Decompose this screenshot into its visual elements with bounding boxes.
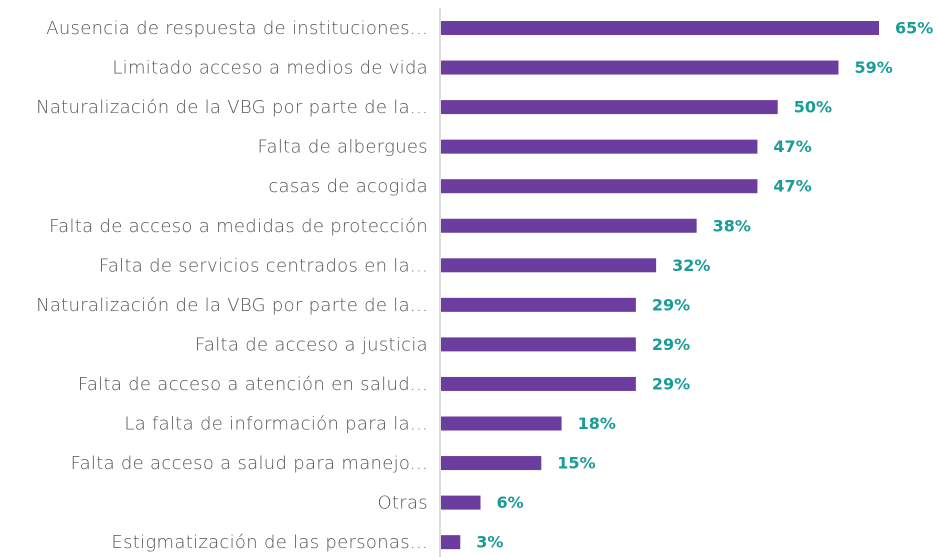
- category-label: Naturalización de la VBG por parte de la…: [36, 295, 428, 316]
- bar: [441, 337, 636, 352]
- category-label: Falta de acceso a medidas de protección: [49, 216, 428, 237]
- value-label: 47%: [773, 137, 811, 156]
- category-label: Naturalización de la VBG por parte de la…: [36, 97, 428, 118]
- value-label: 29%: [652, 374, 690, 393]
- category-label: Estigmatización de las personas...: [111, 532, 428, 553]
- category-label: casas de acogida: [268, 176, 428, 197]
- value-label: 29%: [652, 295, 690, 314]
- bar: [441, 179, 758, 194]
- category-label: Falta de acceso a atención en salud...: [78, 374, 428, 395]
- category-label: La falta de información para la...: [124, 414, 428, 435]
- value-label: 59%: [854, 58, 892, 77]
- bar: [441, 218, 697, 233]
- bar: [441, 416, 562, 431]
- value-label: 3%: [476, 533, 503, 552]
- bar: [441, 376, 636, 391]
- bar: [441, 100, 778, 115]
- category-label: Falta de servicios centrados en la...: [99, 255, 428, 276]
- bar: [441, 456, 542, 471]
- bar: [441, 60, 839, 75]
- bar: [441, 21, 879, 35]
- category-label: Falta de albergues: [258, 137, 428, 158]
- bar: [441, 139, 758, 154]
- value-label: 29%: [652, 335, 690, 354]
- category-label: Otras: [377, 493, 428, 514]
- bar: [441, 297, 636, 312]
- category-label: Falta de acceso a salud para manejo...: [71, 453, 428, 474]
- value-label: 15%: [557, 454, 595, 473]
- value-label: 65%: [895, 19, 933, 38]
- value-label: 6%: [497, 493, 524, 512]
- value-label: 47%: [773, 177, 811, 196]
- value-label: 32%: [672, 256, 710, 275]
- bar: [441, 495, 481, 510]
- bar: [441, 258, 657, 273]
- value-label: 18%: [578, 414, 616, 433]
- bar: [441, 535, 461, 550]
- category-label: Limitado acceso a medios de vida: [112, 58, 428, 79]
- value-label: 50%: [794, 98, 832, 117]
- category-label: Ausencia de respuesta de instituciones..…: [46, 18, 428, 39]
- value-label: 38%: [713, 216, 751, 235]
- category-label: Falta de acceso a justicia: [195, 334, 428, 355]
